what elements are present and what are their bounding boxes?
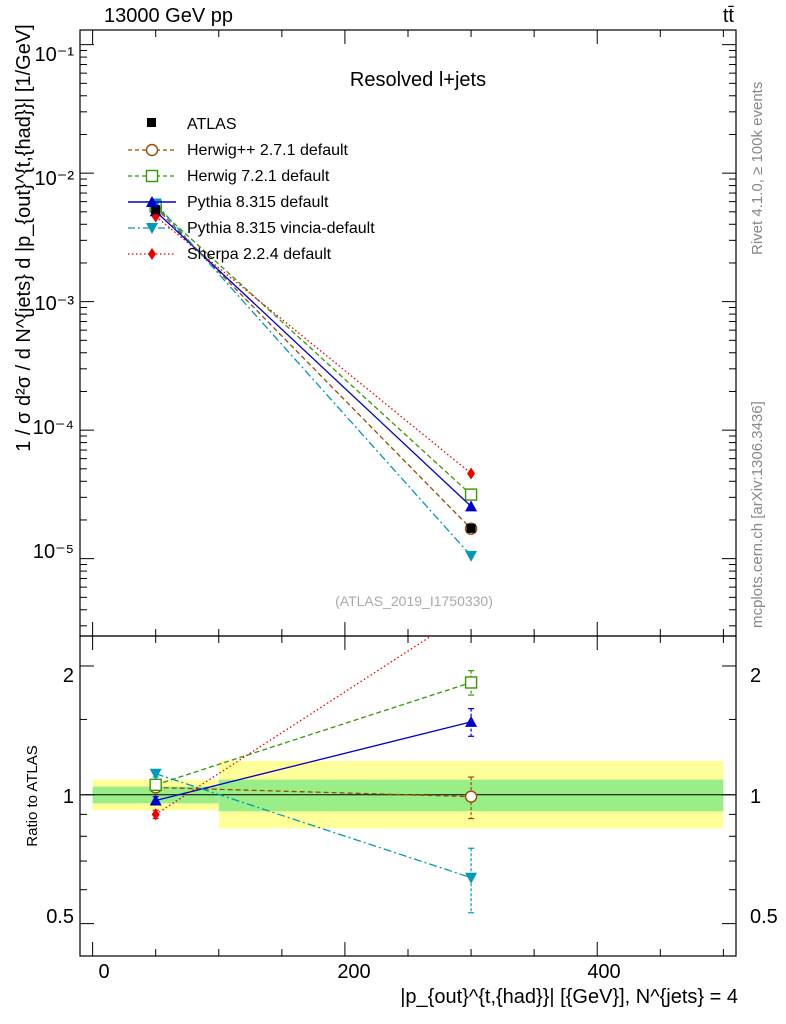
ratio-line-0 bbox=[155, 786, 472, 798]
panel-title: Resolved l+jets bbox=[350, 69, 486, 91]
legend-label: Pythia 8.315 vincia-default bbox=[187, 220, 375, 237]
x-tick-label: 0 bbox=[98, 961, 109, 983]
axis-ticks bbox=[80, 30, 736, 956]
ratio-point-3 bbox=[149, 768, 162, 780]
ratio-line-3 bbox=[155, 773, 472, 879]
top-y-axis-label: 1 / σ d²σ / d N^{jets} d |p_{out}^{t,{ha… bbox=[13, 24, 35, 451]
ratio-line-1 bbox=[155, 681, 472, 786]
ratio-tick-label: 1 bbox=[63, 786, 74, 808]
legend-marker-circle bbox=[145, 143, 159, 157]
ratio-point-2 bbox=[465, 715, 478, 727]
data-point bbox=[466, 523, 476, 533]
legend-entry-herwigpp: Herwig++ 2.7.1 default bbox=[128, 142, 349, 159]
ratio-point-2 bbox=[149, 794, 162, 806]
ratio-point-3 bbox=[465, 872, 478, 884]
legend-label: Herwig++ 2.7.1 default bbox=[187, 142, 349, 159]
y-tick-label: 10⁻² bbox=[35, 168, 75, 190]
data-point bbox=[151, 205, 161, 215]
analysis-id: (ATLAS_2019_I1750330) bbox=[335, 593, 493, 609]
legend-entry-pythia: Pythia 8.315 default bbox=[128, 194, 329, 211]
x-tick-label: 200 bbox=[337, 961, 370, 983]
ratio-tick-label-right: 0.5 bbox=[750, 906, 778, 928]
ratio-tick-label-right: 2 bbox=[750, 665, 761, 687]
ratio-point-1 bbox=[464, 676, 478, 689]
y-tick-label: 10⁻³ bbox=[35, 293, 75, 315]
x-axis-label: |p_{out}^{t,{had}}| [{GeV}], N^{jets} = … bbox=[400, 986, 738, 1008]
mcplots-label: mcplots.cern.ch [arXiv:1306.3436] bbox=[749, 401, 766, 628]
series-point-2 bbox=[465, 500, 478, 512]
series-line-1 bbox=[155, 206, 472, 496]
legend-entry-pythia-vincia: Pythia 8.315 vincia-default bbox=[128, 220, 375, 237]
ratio-point-0 bbox=[464, 790, 478, 803]
legend-marker-triangle-down bbox=[146, 223, 158, 234]
ratio-tick-label: 0.5 bbox=[46, 906, 74, 928]
y-tick-label: 10⁻⁴ bbox=[33, 417, 74, 439]
legend-entry-atlas: ATLAS bbox=[147, 116, 237, 133]
legend-marker-open-square bbox=[145, 169, 159, 183]
y-tick-label: 10⁻¹ bbox=[35, 44, 75, 66]
ratio-tick-label: 2 bbox=[63, 665, 74, 687]
legend-label: Pythia 8.315 default bbox=[187, 194, 329, 211]
ratio-line-2 bbox=[155, 721, 472, 802]
legend-marker-square bbox=[147, 118, 156, 127]
y-tick-label: 10⁻⁵ bbox=[33, 541, 74, 563]
energy-label: 13000 GeV pp bbox=[104, 5, 233, 27]
series-lines bbox=[149, 198, 478, 914]
ratio-y-axis-label: Ratio to ATLAS bbox=[24, 745, 41, 846]
x-tick-label: 400 bbox=[587, 961, 620, 983]
ratio-tick-label-right: 1 bbox=[750, 786, 761, 808]
ratio-line-4 bbox=[155, 636, 433, 815]
ratio-point-4 bbox=[151, 808, 160, 821]
ratio-point-1 bbox=[149, 778, 162, 792]
series-line-3 bbox=[155, 203, 472, 557]
rivet-label: Rivet 4.1.0, ≥ 100k events bbox=[749, 82, 766, 255]
series-point-3 bbox=[465, 550, 478, 562]
legend-label: Herwig 7.2.1 default bbox=[187, 168, 330, 185]
legend-label: ATLAS bbox=[187, 116, 237, 133]
series-point-4 bbox=[467, 467, 476, 480]
legend: ATLAS Herwig++ 2.7.1 default Herwig 7.2.… bbox=[128, 116, 375, 263]
legend-marker-diamond bbox=[148, 248, 156, 260]
legend-label: Sherpa 2.2.4 default bbox=[187, 246, 332, 263]
legend-marker-triangle-up bbox=[146, 196, 158, 207]
process-label: tt̄ bbox=[723, 5, 735, 27]
top-panel-frame bbox=[79, 29, 737, 637]
legend-entry-sherpa: Sherpa 2.2.4 default bbox=[128, 246, 332, 263]
series-point-1 bbox=[464, 488, 478, 501]
series-line-2 bbox=[155, 210, 472, 507]
legend-entry-herwig7: Herwig 7.2.1 default bbox=[128, 168, 330, 185]
